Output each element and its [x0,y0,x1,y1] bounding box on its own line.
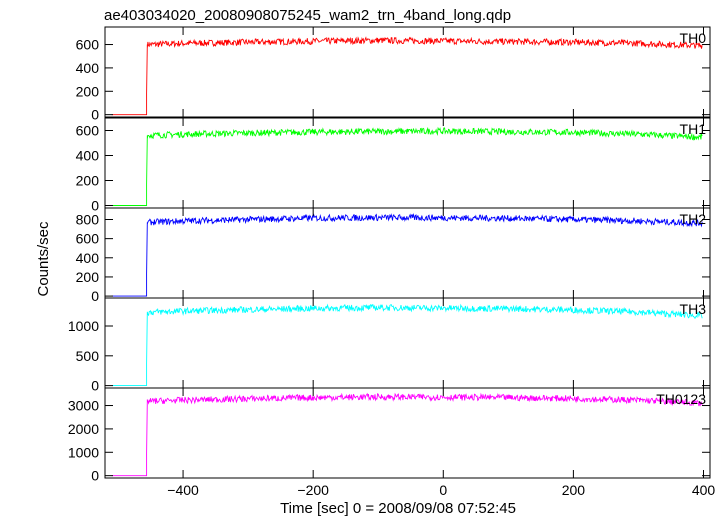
y-tick-label: 0 [91,107,99,123]
panel-label: TH2 [680,211,707,227]
chart-title: ae403034020_20080908075245_wam2_trn_4ban… [104,7,511,24]
x-tick-label: 0 [439,482,447,498]
panel-label: TH0123 [656,391,706,407]
panel-frame [104,387,711,479]
y-tick-label: 600 [76,231,100,247]
y-tick-label: 600 [76,37,100,53]
panel-th3: 0 500 1000 TH3 [68,297,711,394]
x-tick-label: −200 [297,482,329,498]
y-tick-label: 400 [76,250,100,266]
series-line-th1 [111,126,703,206]
y-tick-label: 1000 [68,318,99,334]
y-tick-label: 400 [76,60,100,76]
panel-label: TH1 [680,121,707,137]
x-tick-label: 200 [562,482,586,498]
y-tick-label: 400 [76,148,100,164]
y-tick-label: 200 [76,173,100,189]
y-axis-label: Counts/sec [35,221,52,297]
panel-label: TH3 [680,301,707,317]
y-tick-label: 0 [91,468,99,484]
series-line-th2 [111,212,703,297]
series-line-th0 [111,36,703,116]
y-tick-label: 0 [91,198,99,214]
y-tick-label: 600 [76,123,100,139]
series-line-th3 [111,303,703,387]
series-line-th0123 [111,392,703,477]
y-tick-label: 1000 [68,444,99,460]
panel-label: TH0 [680,30,707,46]
y-tick-label: 0 [91,288,99,304]
x-axis-label: Time [sec] 0 = 2008/09/08 07:52:45 [280,500,516,516]
panel-th0123: 0 1000 2000 3000 TH0123 [68,387,711,484]
y-tick-label: 200 [76,83,100,99]
y-tick-label: 2000 [68,421,99,437]
x-tick-label: 400 [692,482,716,498]
panel-th1: 0 200 400 600 TH1 [76,117,711,214]
y-tick-label: 3000 [68,398,99,414]
y-tick-label: 500 [76,348,100,364]
x-tick-label: −400 [167,482,199,498]
panels: 0 200 400 600 TH0 0 200 400 600 TH1 0 200 400 600 800 T… [68,26,716,498]
panel-th2: 0 200 400 600 800 TH2 [76,207,711,304]
y-tick-label: 200 [76,269,100,285]
y-tick-label: 0 [91,378,99,394]
y-tick-label: 800 [76,211,100,227]
panel-th0: 0 200 400 600 TH0 [76,26,711,123]
panel-frame [104,26,711,118]
